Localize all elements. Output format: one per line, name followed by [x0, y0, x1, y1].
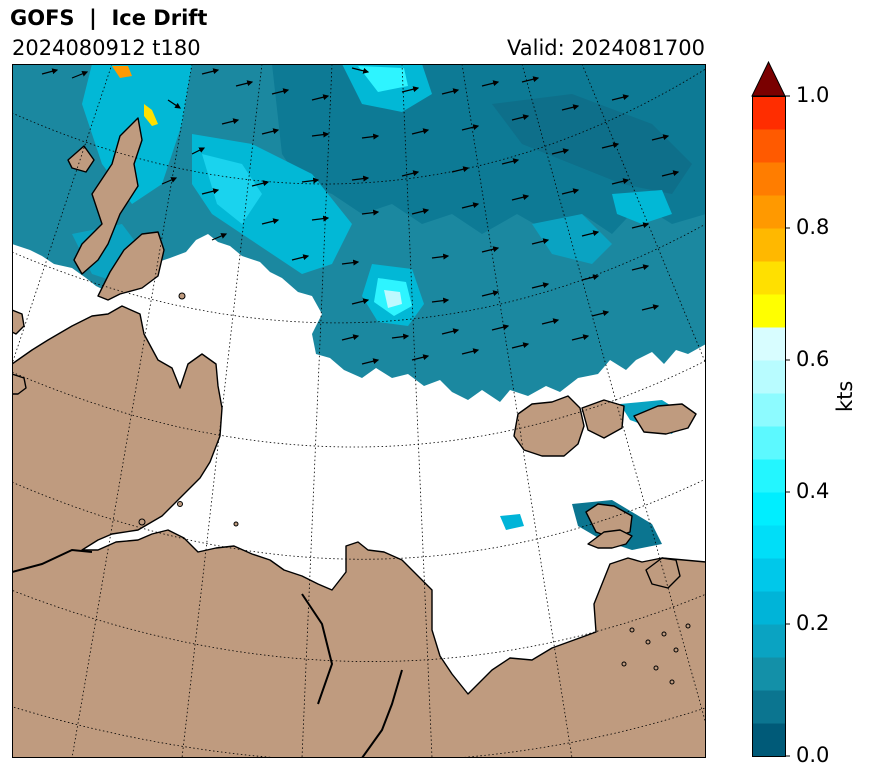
colorbar-tick-label: 0.4 [796, 479, 830, 503]
colorbar-bin [752, 525, 785, 559]
colorbar-bin [752, 591, 785, 625]
colorbar-tick-label: 0.0 [796, 743, 830, 767]
colorbar-bin [752, 459, 785, 493]
map-frame [12, 64, 706, 758]
colorbar-bin [752, 492, 785, 526]
colorbar-bin [752, 426, 785, 460]
ice-drift-vectors [41, 67, 680, 365]
rivers [12, 548, 403, 758]
ice-drift-map[interactable] [12, 64, 706, 758]
colorbar [751, 60, 790, 757]
colorbar-bin [752, 228, 785, 262]
colorbar-bin [752, 690, 785, 724]
colorbar-tick-label: 0.8 [796, 215, 830, 239]
colorbar-bin [752, 294, 785, 328]
colorbar-bin [752, 657, 785, 691]
colorbar-bin [752, 96, 785, 130]
run-info: 2024080912 t180 [12, 36, 201, 60]
colorbar-unit-label: kts [833, 380, 857, 412]
colorbar-tick-label: 0.6 [796, 347, 830, 371]
colorbar-bin [752, 393, 785, 427]
colorbar-bin [752, 360, 785, 394]
colorbar-tick-label: 1.0 [796, 83, 830, 107]
colorbar-bin [752, 624, 785, 658]
colorbar-bin [752, 162, 785, 196]
colorbar-frame [752, 96, 786, 757]
small-islands [138, 292, 691, 685]
graticule [12, 64, 706, 758]
colorbar-bin [752, 129, 785, 163]
colorbar-extend-arrow [751, 60, 786, 97]
colorbar-tick-label: 0.2 [796, 611, 830, 635]
valid-time: Valid: 2024081700 [507, 36, 705, 60]
colorbar-bin [752, 723, 785, 757]
map-title: GOFS | Ice Drift [10, 6, 208, 30]
colorbar-bin [752, 558, 785, 592]
land-masses [12, 117, 706, 758]
colorbar-bin [752, 195, 785, 229]
colorbar-bin [752, 261, 785, 295]
colorbar-bin [752, 327, 785, 361]
